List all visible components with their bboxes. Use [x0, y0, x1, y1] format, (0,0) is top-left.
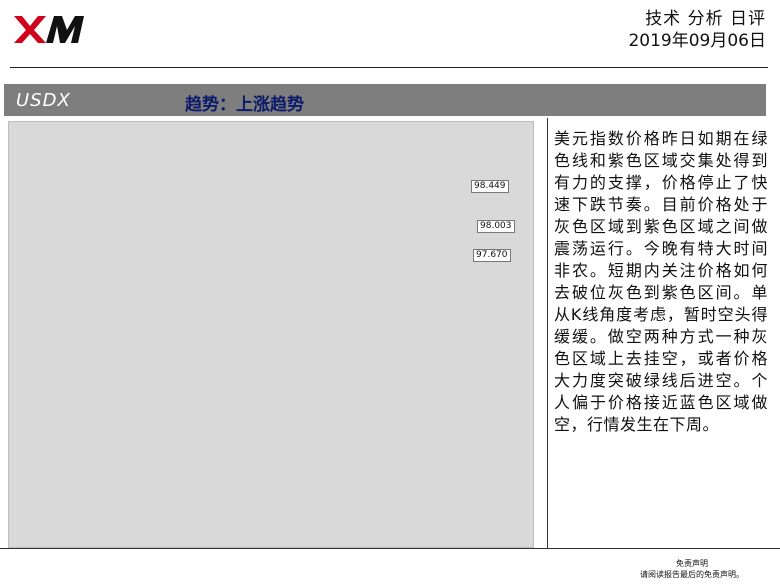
footer-divider	[0, 548, 780, 549]
price-label-purple-zone: 97.670	[473, 249, 511, 262]
chart-image	[8, 121, 534, 548]
instrument-bar: USDX 趋势：上涨趋势	[4, 84, 766, 116]
disclaimer-text: 请阅读报告最后的免责声明。	[640, 570, 744, 579]
disclaimer-title: 免责声明	[676, 559, 708, 568]
disclaimer: 免责声明 请阅读报告最后的免责声明。	[640, 558, 744, 580]
price-label-resistance: 98.449	[471, 180, 509, 193]
report-date: 2019年09月06日	[628, 31, 766, 51]
trend-label: 趋势：上涨趋势	[185, 95, 304, 115]
price-label-gray-zone: 98.003	[477, 220, 515, 233]
analysis-commentary: 美元指数价格昨日如期在绿色线和紫色区域交集处得到有力的支撑，价格停止了快速下跌节…	[554, 129, 768, 434]
xm-logo	[14, 16, 84, 43]
header-divider	[10, 67, 768, 68]
report-title: 技术 分析 日评	[645, 9, 766, 29]
chart-panel: 98.449 98.003 97.670	[4, 118, 548, 548]
report-header: 技术 分析 日评 2019年09月06日	[628, 8, 766, 52]
instrument-symbol: USDX	[16, 90, 71, 111]
